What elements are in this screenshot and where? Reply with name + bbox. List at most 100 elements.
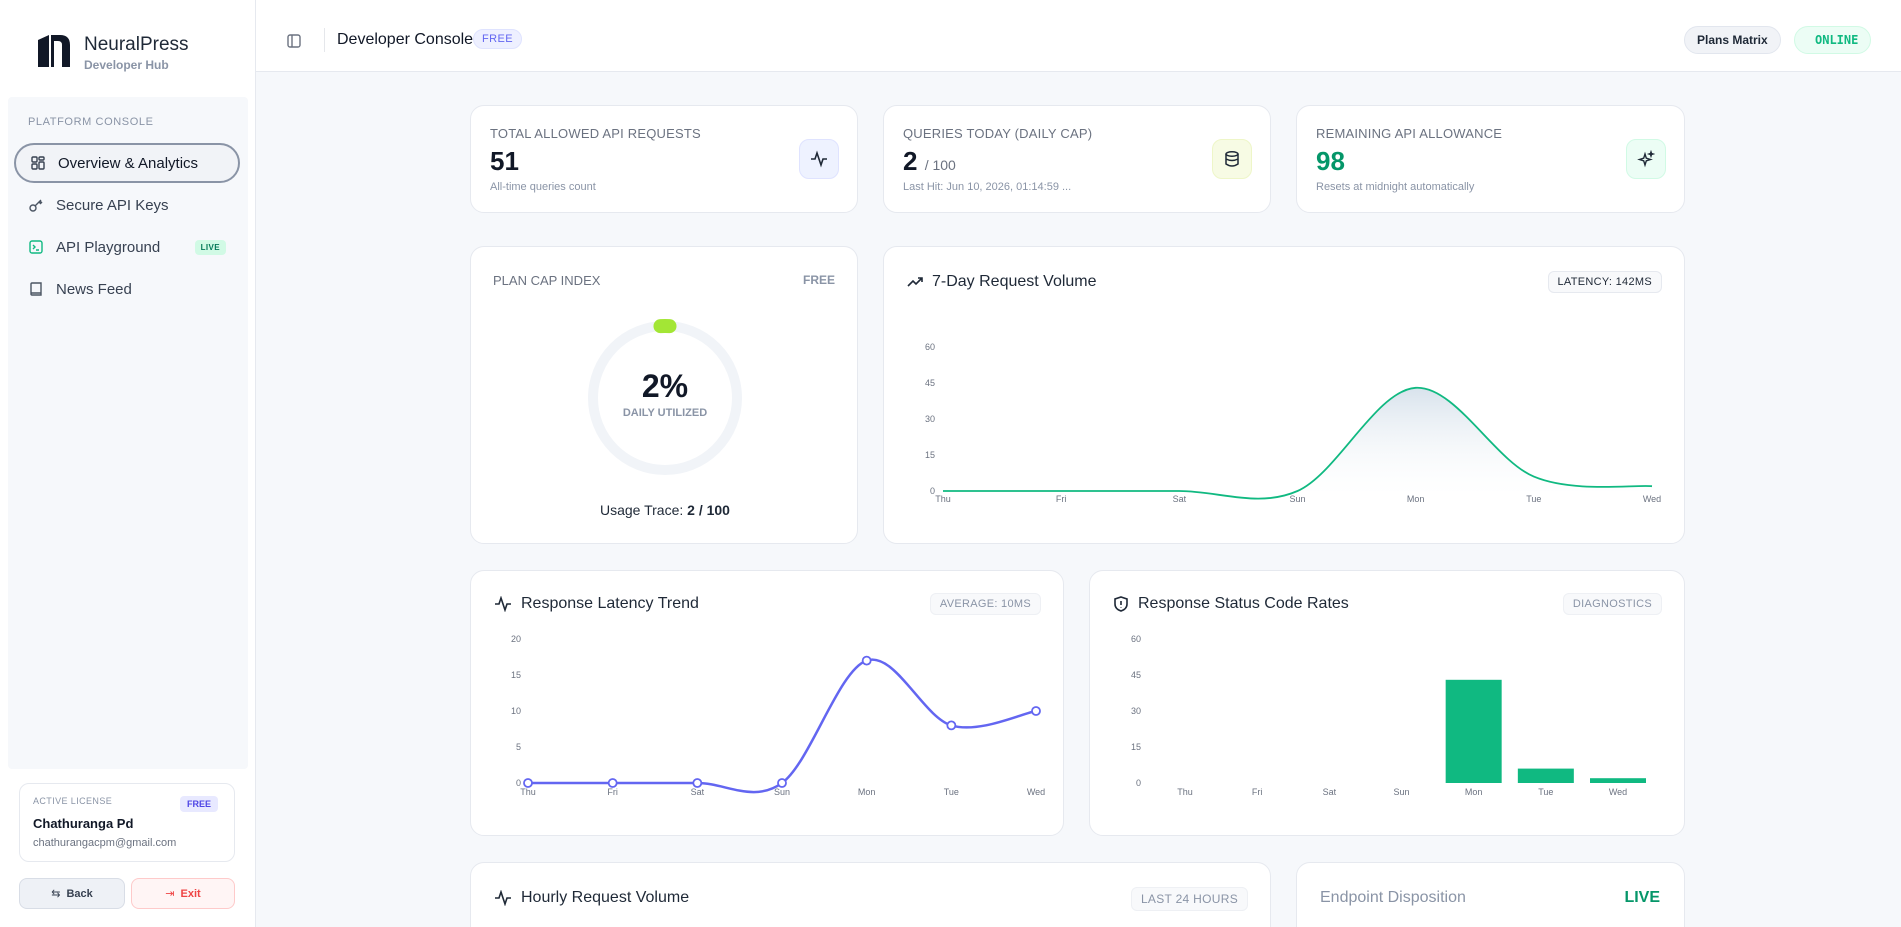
x-tick-label: Fri (1056, 494, 1067, 504)
y-tick-label: 0 (516, 778, 521, 788)
sidebar-item-news-feed[interactable]: News Feed (14, 269, 240, 309)
bar[interactable] (1445, 679, 1502, 783)
book-icon (30, 282, 42, 296)
grid-icon (31, 156, 45, 170)
brand-subtitle: Developer Hub (84, 58, 169, 72)
latency-badge: LATENCY: 142MS (1547, 271, 1662, 293)
y-tick-label: 45 (1131, 670, 1141, 680)
exit-button[interactable]: ⇥ Exit (131, 878, 235, 909)
terminal-icon (29, 240, 43, 254)
y-tick-label: 10 (511, 706, 521, 716)
stat-value: 2 / 100 (903, 146, 956, 176)
endpoint-live-badge: LIVE (1624, 889, 1660, 906)
x-tick-label: Sat (691, 787, 705, 797)
plan-cap-plan: FREE (802, 273, 835, 287)
utilization-ring (588, 319, 742, 475)
x-tick-label: Sun (1393, 787, 1409, 797)
plan-badge: FREE (473, 29, 522, 49)
status-chart-card: Response Status Code Rates DIAGNOSTICS 0… (1089, 570, 1685, 836)
sidebar-item-overview[interactable]: Overview & Analytics (14, 143, 240, 183)
sparkles-icon (1626, 139, 1666, 179)
stat-subtext: All-time queries count (490, 181, 596, 193)
key-icon (29, 199, 43, 212)
sidebar-nav: Overview & Analytics Secure API Keys API… (14, 143, 240, 311)
data-point[interactable] (777, 778, 787, 788)
activity-icon (495, 890, 511, 906)
stat-subtext: Last Hit: Jun 10, 2026, 01:14:59 ... (903, 181, 1072, 193)
y-tick-label: 15 (925, 450, 935, 460)
last-24-hours-badge: LAST 24 HOURS (1130, 887, 1248, 911)
brand[interactable]: NeuralPress Developer Hub (36, 32, 189, 72)
activity-icon (799, 139, 839, 179)
license-label: ACTIVE LICENSE (33, 796, 113, 806)
x-tick-label: Wed (1643, 494, 1661, 504)
sidebar: NeuralPress Developer Hub PLATFORM CONSO… (0, 0, 256, 927)
sidebar-toggle-icon[interactable] (286, 33, 302, 49)
header-divider (324, 28, 325, 52)
latency-chart-card: Response Latency Trend AVERAGE: 10MS 0 5 1… (470, 570, 1064, 836)
y-tick-label: 0 (930, 486, 935, 496)
stat-label: QUERIES TODAY (DAILY CAP) (903, 126, 1093, 141)
y-tick-label: 5 (516, 742, 521, 752)
x-tick-label: Mon (1465, 787, 1483, 797)
usage-trace: Usage Trace: 2 / 100 (600, 502, 730, 518)
x-tick-label: Fri (1252, 787, 1263, 797)
data-point[interactable] (1031, 706, 1041, 716)
license-user-email: chathurangacpm@gmail.com (33, 837, 177, 849)
volume-chart-title: 7-Day Request Volume (907, 273, 1097, 291)
plans-matrix-button[interactable]: Plans Matrix (1684, 26, 1781, 54)
y-tick-label: 30 (1131, 706, 1141, 716)
exit-button-label: Exit (180, 887, 201, 900)
plan-cap-label: PLAN CAP INDEX (493, 273, 601, 288)
shield-icon (1114, 596, 1128, 612)
stat-card-queries-today: QUERIES TODAY (DAILY CAP) 2 / 100 Last H… (883, 105, 1271, 213)
top-header: Developer Console FREE Plans Matrix ONLI… (256, 0, 1901, 72)
area-fill (943, 387, 1652, 499)
data-point[interactable] (692, 778, 703, 788)
back-button[interactable]: ⇆ Back (19, 878, 125, 909)
brand-name: NeuralPress (84, 34, 189, 55)
nav-heading: PLATFORM CONSOLE (28, 116, 154, 128)
sidebar-item-label: Overview & Analytics (58, 154, 199, 172)
back-button-label: Back (66, 887, 93, 900)
hourly-chart-card: Hourly Request Volume LAST 24 HOURS (470, 862, 1271, 927)
sidebar-item-playground[interactable]: API Playground LIVE (14, 227, 240, 267)
stat-value: 51 (490, 146, 519, 176)
sidebar-panel (8, 97, 248, 769)
y-tick-label: 0 (1136, 778, 1141, 788)
x-tick-label: Tue (1538, 787, 1553, 797)
y-tick-label: 45 (925, 378, 935, 388)
x-tick-label: Thu (935, 494, 951, 504)
data-point[interactable] (946, 720, 957, 731)
series-line (943, 386, 1653, 500)
stat-card-remaining: REMAINING API ALLOWANCE 98 Resets at mid… (1296, 105, 1685, 213)
trending-up-icon (907, 277, 923, 287)
y-tick-label: 15 (511, 670, 521, 680)
sidebar-item-api-keys[interactable]: Secure API Keys (14, 185, 240, 225)
x-tick-label: Sat (1173, 494, 1187, 504)
x-tick-label: Sat (1323, 787, 1337, 797)
x-tick-label: Sun (1289, 494, 1305, 504)
x-tick-label: Thu (1177, 787, 1193, 797)
logo-icon (38, 35, 70, 67)
logout-icon: ⇥ (165, 888, 175, 900)
data-point[interactable] (861, 655, 872, 666)
x-tick-label: Mon (858, 787, 876, 797)
hourly-chart-title: Hourly Request Volume (494, 889, 689, 907)
bar[interactable] (1590, 778, 1646, 783)
stat-label: TOTAL ALLOWED API REQUESTS (490, 126, 701, 141)
data-point[interactable] (607, 778, 618, 788)
database-icon (1212, 139, 1252, 179)
x-tick-label: Wed (1609, 787, 1627, 797)
bar[interactable] (1517, 768, 1574, 783)
x-tick-label: Mon (1407, 494, 1425, 504)
sidebar-item-label: Secure API Keys (56, 196, 169, 214)
stat-value: 98 (1316, 146, 1345, 176)
endpoint-card: Endpoint Disposition LIVE (1296, 862, 1685, 927)
data-point[interactable] (523, 778, 533, 788)
live-badge: LIVE (194, 240, 226, 255)
status-badge: ONLINE (1794, 26, 1872, 54)
sidebar-item-label: API Playground (56, 238, 161, 256)
swap-icon: ⇆ (51, 888, 61, 900)
diagnostics-badge: DIAGNOSTICS (1562, 593, 1662, 615)
